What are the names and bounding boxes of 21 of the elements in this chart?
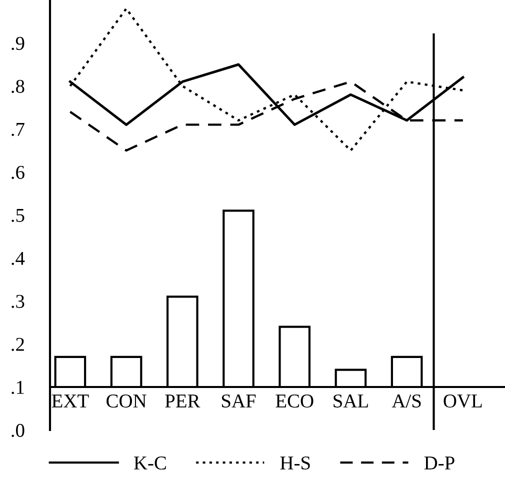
x-tick-label: PER <box>165 394 200 408</box>
x-tick-label: ECO <box>276 394 314 408</box>
y-tick-label: .8 <box>12 80 24 94</box>
y-tick-label: .0 <box>12 424 24 438</box>
x-tick-label: SAL <box>334 394 368 408</box>
y-tick-label: .6 <box>12 166 24 180</box>
y-tick-label: .7 <box>12 123 24 136</box>
y-tick-label: .2 <box>12 338 24 352</box>
y-tick-label: .3 <box>12 294 24 308</box>
x-tick-label: OVL <box>444 394 482 408</box>
x-tick-label: EXT <box>52 394 89 408</box>
y-tick-label: .4 <box>12 252 25 266</box>
y-tick-label: .5 <box>12 209 24 222</box>
y-tick-label: .9 <box>12 36 24 50</box>
legend-label: K-C <box>134 456 166 470</box>
legend-label: D-P <box>424 456 454 470</box>
x-tick-label: CON <box>106 394 146 408</box>
legend-label: H-S <box>280 456 310 470</box>
x-tick-label: A/S <box>392 394 421 408</box>
y-tick-label: .1 <box>12 380 24 394</box>
x-tick-label: SAF <box>222 394 256 408</box>
